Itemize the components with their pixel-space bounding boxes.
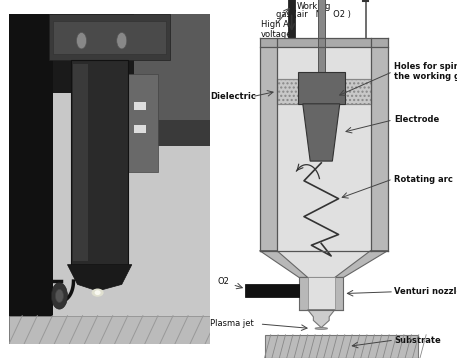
Text: Holes for spiraling
the working gas: Holes for spiraling the working gas <box>394 62 457 81</box>
Bar <box>134 120 210 146</box>
Bar <box>134 14 210 146</box>
Bar <box>134 102 146 110</box>
Bar <box>128 74 158 173</box>
Bar <box>288 0 295 38</box>
Bar <box>277 47 371 251</box>
Bar <box>245 284 299 297</box>
Polygon shape <box>277 251 371 277</box>
Bar <box>49 14 170 61</box>
Bar <box>299 277 344 310</box>
Text: O2: O2 <box>218 276 229 286</box>
Text: Dielectric: Dielectric <box>210 92 256 101</box>
Circle shape <box>117 33 127 49</box>
Ellipse shape <box>95 290 101 295</box>
Polygon shape <box>68 265 132 291</box>
Bar <box>318 0 325 79</box>
Circle shape <box>76 33 86 49</box>
Bar <box>308 277 335 310</box>
Text: Rotating arc: Rotating arc <box>394 174 453 184</box>
Polygon shape <box>260 251 308 277</box>
Text: Substrate: Substrate <box>394 335 441 345</box>
Circle shape <box>51 283 68 309</box>
Bar <box>260 47 277 251</box>
Polygon shape <box>335 251 388 277</box>
Text: High AC
voltage: High AC voltage <box>261 20 294 39</box>
Circle shape <box>55 289 64 303</box>
Bar <box>9 93 210 344</box>
Bar <box>74 64 88 261</box>
Text: Electrode: Electrode <box>394 115 439 125</box>
Bar <box>260 38 388 47</box>
Bar <box>71 61 128 265</box>
Bar <box>9 14 53 344</box>
Ellipse shape <box>91 289 104 297</box>
Text: Working: Working <box>297 2 331 11</box>
Text: Plasma jet: Plasma jet <box>210 319 254 329</box>
Polygon shape <box>308 310 335 328</box>
Bar <box>371 47 388 251</box>
Bar <box>298 72 345 104</box>
Bar <box>265 335 418 358</box>
Bar <box>277 79 371 104</box>
Polygon shape <box>303 104 340 161</box>
Bar <box>53 21 166 54</box>
Bar <box>9 14 210 93</box>
Bar <box>277 79 371 104</box>
Text: Venturi nozzle: Venturi nozzle <box>394 287 457 296</box>
Text: gas (air   N₂   O2 ): gas (air N₂ O2 ) <box>276 10 351 19</box>
Ellipse shape <box>315 328 327 329</box>
Bar <box>9 316 210 344</box>
Bar <box>134 125 146 133</box>
